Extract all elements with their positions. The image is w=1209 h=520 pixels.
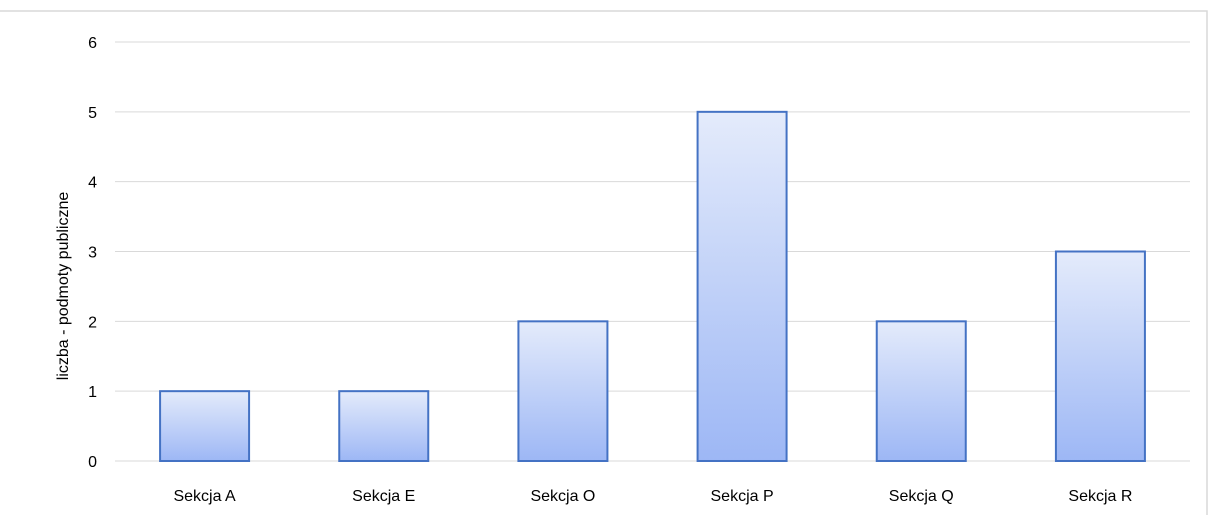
bar-sekcja-q [875,320,967,463]
chart-area-border [0,10,1208,515]
x-tick-label: Sekcja Q [889,488,954,505]
y-tick-label: 5 [88,105,97,122]
x-axis-ticks: Sekcja A Sekcja E Sekcja O Sekcja P Sekcja Q… [173,488,1132,505]
x-tick-label: Sekcja R [1068,488,1132,505]
x-tick-label: Sekcja O [530,488,595,505]
y-axis-ticks: 0 1 2 3 4 5 6 [88,35,97,471]
y-tick-label: 0 [88,454,97,471]
bar-sekcja-e [338,390,430,462]
y-tick-label: 2 [88,314,97,331]
x-tick-label: Sekcja E [352,488,415,505]
bar-sekcja-o [517,320,609,463]
y-axis-title: liczba - podmoty publiczne [55,192,72,381]
y-tick-label: 4 [88,175,97,192]
gridlines [115,41,1190,462]
y-tick-label: 3 [88,245,97,262]
bar-sekcja-a [159,390,251,462]
x-tick-label: Sekcja P [711,488,774,505]
y-tick-label: 6 [88,35,97,52]
bars [159,110,1146,463]
x-tick-label: Sekcja A [173,488,236,505]
bar-sekcja-r [1054,250,1146,462]
bar-sekcja-p [696,110,788,462]
y-tick-label: 1 [88,384,97,401]
